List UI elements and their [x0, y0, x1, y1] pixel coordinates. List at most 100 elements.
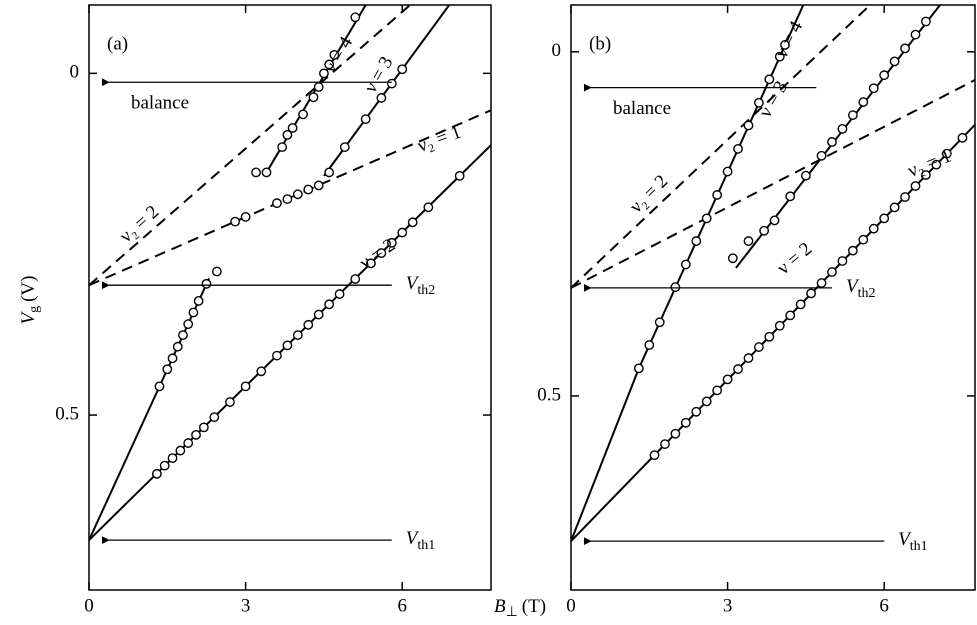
data-point [256, 366, 267, 377]
data-point [795, 299, 806, 310]
data-point [743, 236, 754, 246]
data-point [154, 381, 165, 392]
data-point [816, 278, 827, 288]
frame [88, 4, 492, 591]
data-point [931, 159, 942, 170]
data-point [910, 181, 921, 191]
data-point [868, 223, 879, 234]
data-point [350, 12, 361, 23]
line-label: ν = 3 [360, 53, 397, 97]
data-point [167, 353, 178, 364]
data-point [183, 319, 194, 330]
data-point [386, 237, 397, 248]
data-point [754, 342, 764, 352]
data-point [454, 170, 465, 181]
data-point [188, 307, 199, 318]
data-point [785, 191, 796, 202]
dashed-line [89, 5, 411, 286]
data-point [774, 51, 785, 62]
x-axis-label: B⊥ (T) [494, 596, 546, 620]
y-tick-label: 0 [552, 40, 562, 61]
data-point [816, 150, 827, 161]
data-point [921, 16, 931, 27]
data-point [941, 148, 952, 159]
data-point [230, 216, 241, 227]
y-tick-label: 0.5 [55, 403, 79, 424]
data-point [879, 213, 890, 224]
data-point [277, 142, 288, 153]
y-tick-label: 0.5 [537, 384, 561, 405]
data-point [287, 123, 298, 133]
data-point [654, 317, 665, 328]
dashed-line [571, 79, 975, 289]
data-point [282, 340, 293, 351]
frame [570, 4, 976, 591]
threshold-sub: th2 [417, 283, 435, 298]
data-point [159, 460, 170, 471]
data-point [313, 309, 324, 320]
data-point [175, 445, 186, 456]
data-point [649, 450, 660, 461]
data-point [292, 189, 303, 200]
data-point [407, 217, 418, 228]
line-label: ν = 2 [773, 238, 816, 279]
plot-area [89, 5, 491, 541]
data-point [366, 258, 376, 269]
data-point [376, 248, 387, 258]
data-point [303, 184, 314, 195]
data-point [701, 396, 712, 407]
threshold-sub: th1 [417, 538, 435, 553]
threshold-label: Vth2 [846, 276, 876, 301]
plot-area [571, 5, 975, 542]
data-point [334, 289, 345, 299]
data-point [858, 97, 869, 107]
y-label-sub: g [27, 306, 42, 313]
threshold-main: V [406, 528, 420, 549]
line-label: ν₂ = 1 [415, 122, 464, 157]
data-point [386, 78, 397, 89]
line-label: ν₂ = 2 [626, 171, 673, 218]
data-point [759, 225, 770, 236]
data-point [251, 167, 261, 178]
data-point [921, 170, 931, 180]
threshold-sub: th1 [910, 539, 928, 554]
data-point [282, 194, 293, 204]
data-point [680, 417, 691, 428]
data-point [313, 180, 324, 191]
data-point [225, 397, 235, 407]
data-point [201, 278, 212, 289]
data-point [769, 215, 780, 226]
data-point [806, 288, 817, 299]
data-point [660, 439, 670, 449]
data-point [670, 282, 681, 293]
data-point [701, 213, 712, 224]
threshold-main: V [846, 276, 860, 297]
data-point [800, 170, 811, 181]
data-point [847, 245, 858, 256]
data-point [900, 43, 910, 54]
data-point [733, 143, 743, 154]
dashed-line [571, 5, 871, 289]
data-point [329, 49, 340, 60]
x-tick-label: 6 [397, 595, 407, 616]
data-point [339, 142, 350, 153]
panel-label: (b) [589, 33, 611, 54]
x-tick-label: 6 [879, 595, 889, 616]
data-point [183, 438, 194, 448]
data-point [172, 341, 183, 352]
data-point [743, 120, 754, 131]
data-point [193, 296, 204, 306]
data-point [212, 266, 222, 277]
data-point [298, 109, 308, 120]
data-point [691, 236, 702, 246]
data-point [754, 97, 764, 108]
data-point [319, 68, 329, 79]
data-point [313, 82, 324, 92]
data-point [722, 166, 733, 177]
data-point [785, 310, 796, 321]
data-point [324, 59, 335, 70]
data-point [827, 137, 837, 147]
y-axis-label: Vg (V) [18, 276, 42, 325]
data-point [774, 320, 785, 331]
